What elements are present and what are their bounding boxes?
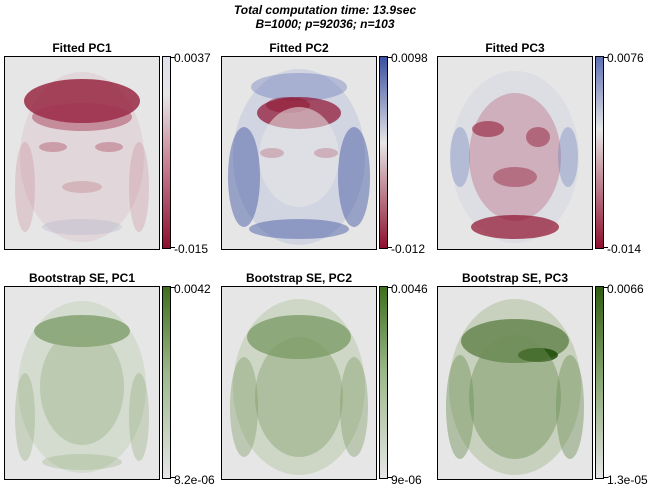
- colorbar-bootstrap-se-pc1: [162, 286, 171, 479]
- colorbar-min-bootstrap-se-pc1: 8.2e-06: [174, 473, 215, 487]
- panel-title-fitted-pc2: Fitted PC2: [269, 41, 329, 55]
- colorbar-min-fitted-pc3: -0.014: [607, 242, 642, 256]
- panel-title-bootstrap-se-pc2: Bootstrap SE, PC2: [245, 271, 353, 285]
- colorbar-max-bootstrap-se-pc1: 0.0042: [174, 282, 211, 296]
- panel-title-fitted-pc3: Fitted PC3: [485, 41, 545, 55]
- colorbar-bootstrap-se-pc3: [595, 286, 604, 479]
- colorbar-max-bootstrap-se-pc3: 0.0066: [607, 282, 644, 296]
- colorbar-max-fitted-pc2: 0.0098: [391, 51, 428, 65]
- colorbar-max-fitted-pc1: 0.0037: [174, 51, 211, 65]
- colorbar-fitted-pc1: [162, 56, 171, 249]
- colorbar-max-bootstrap-se-pc2: 0.0046: [391, 282, 428, 296]
- colorbar-min-bootstrap-se-pc2: 9e-06: [391, 473, 422, 487]
- panel-title-fitted-pc1: Fitted PC1: [52, 41, 112, 55]
- heatmap-fitted-pc1: [4, 56, 160, 250]
- colorbar-min-bootstrap-se-pc3: 1.3e-05: [607, 473, 648, 487]
- colorbar-bootstrap-se-pc2: [379, 286, 388, 479]
- panel-title-bootstrap-se-pc3: Bootstrap SE, PC3: [461, 271, 569, 285]
- heatmap-fitted-pc2: [221, 56, 377, 250]
- heatmap-bootstrap-se-pc1: [4, 286, 160, 480]
- heatmap-bootstrap-se-pc2: [221, 286, 377, 480]
- colorbar-min-fitted-pc1: -0.015: [174, 242, 209, 256]
- panel-title-bootstrap-se-pc1: Bootstrap SE, PC1: [28, 271, 136, 285]
- colorbar-min-fitted-pc2: -0.012: [391, 242, 426, 256]
- colorbar-max-fitted-pc3: 0.0076: [607, 51, 644, 65]
- heatmap-bootstrap-se-pc3: [437, 286, 593, 480]
- main-title-line1: Total computation time: 13.9sec: [233, 3, 417, 17]
- colorbar-fitted-pc2: [379, 56, 388, 249]
- heatmap-fitted-pc3: [437, 56, 593, 250]
- colorbar-fitted-pc3: [595, 56, 604, 249]
- main-title-line2: B=1000; p=92036; n=103: [255, 17, 395, 31]
